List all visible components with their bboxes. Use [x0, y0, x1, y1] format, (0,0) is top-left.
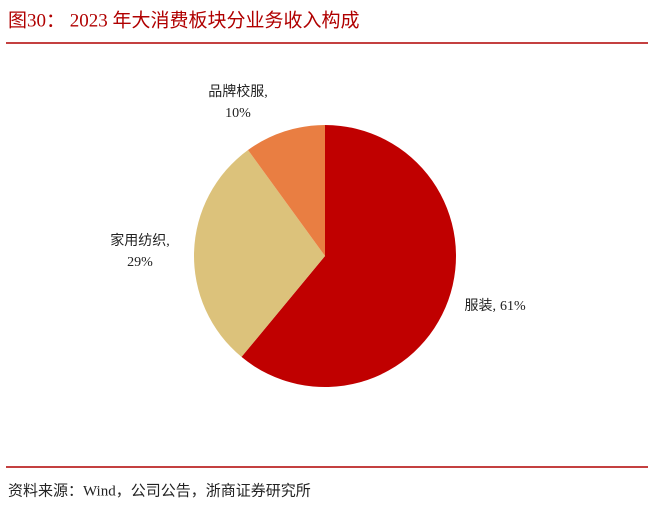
pie-slice: [248, 125, 325, 256]
category-label: 品牌校服,: [208, 83, 268, 100]
source-note: 资料来源：Wind，公司公告，浙商证券研究所: [8, 482, 311, 499]
value-label: 61%: [500, 299, 526, 314]
pie-slice: [193, 150, 325, 357]
value-label: 29%: [127, 255, 153, 270]
category-label: 家用纺织,: [110, 232, 170, 249]
category-label: 服装,: [465, 298, 497, 314]
pie-slice: [241, 125, 456, 387]
chart-title: 图30： 2023 年大消费板块分业务收入构成: [8, 9, 360, 31]
value-label: 10%: [225, 106, 251, 121]
